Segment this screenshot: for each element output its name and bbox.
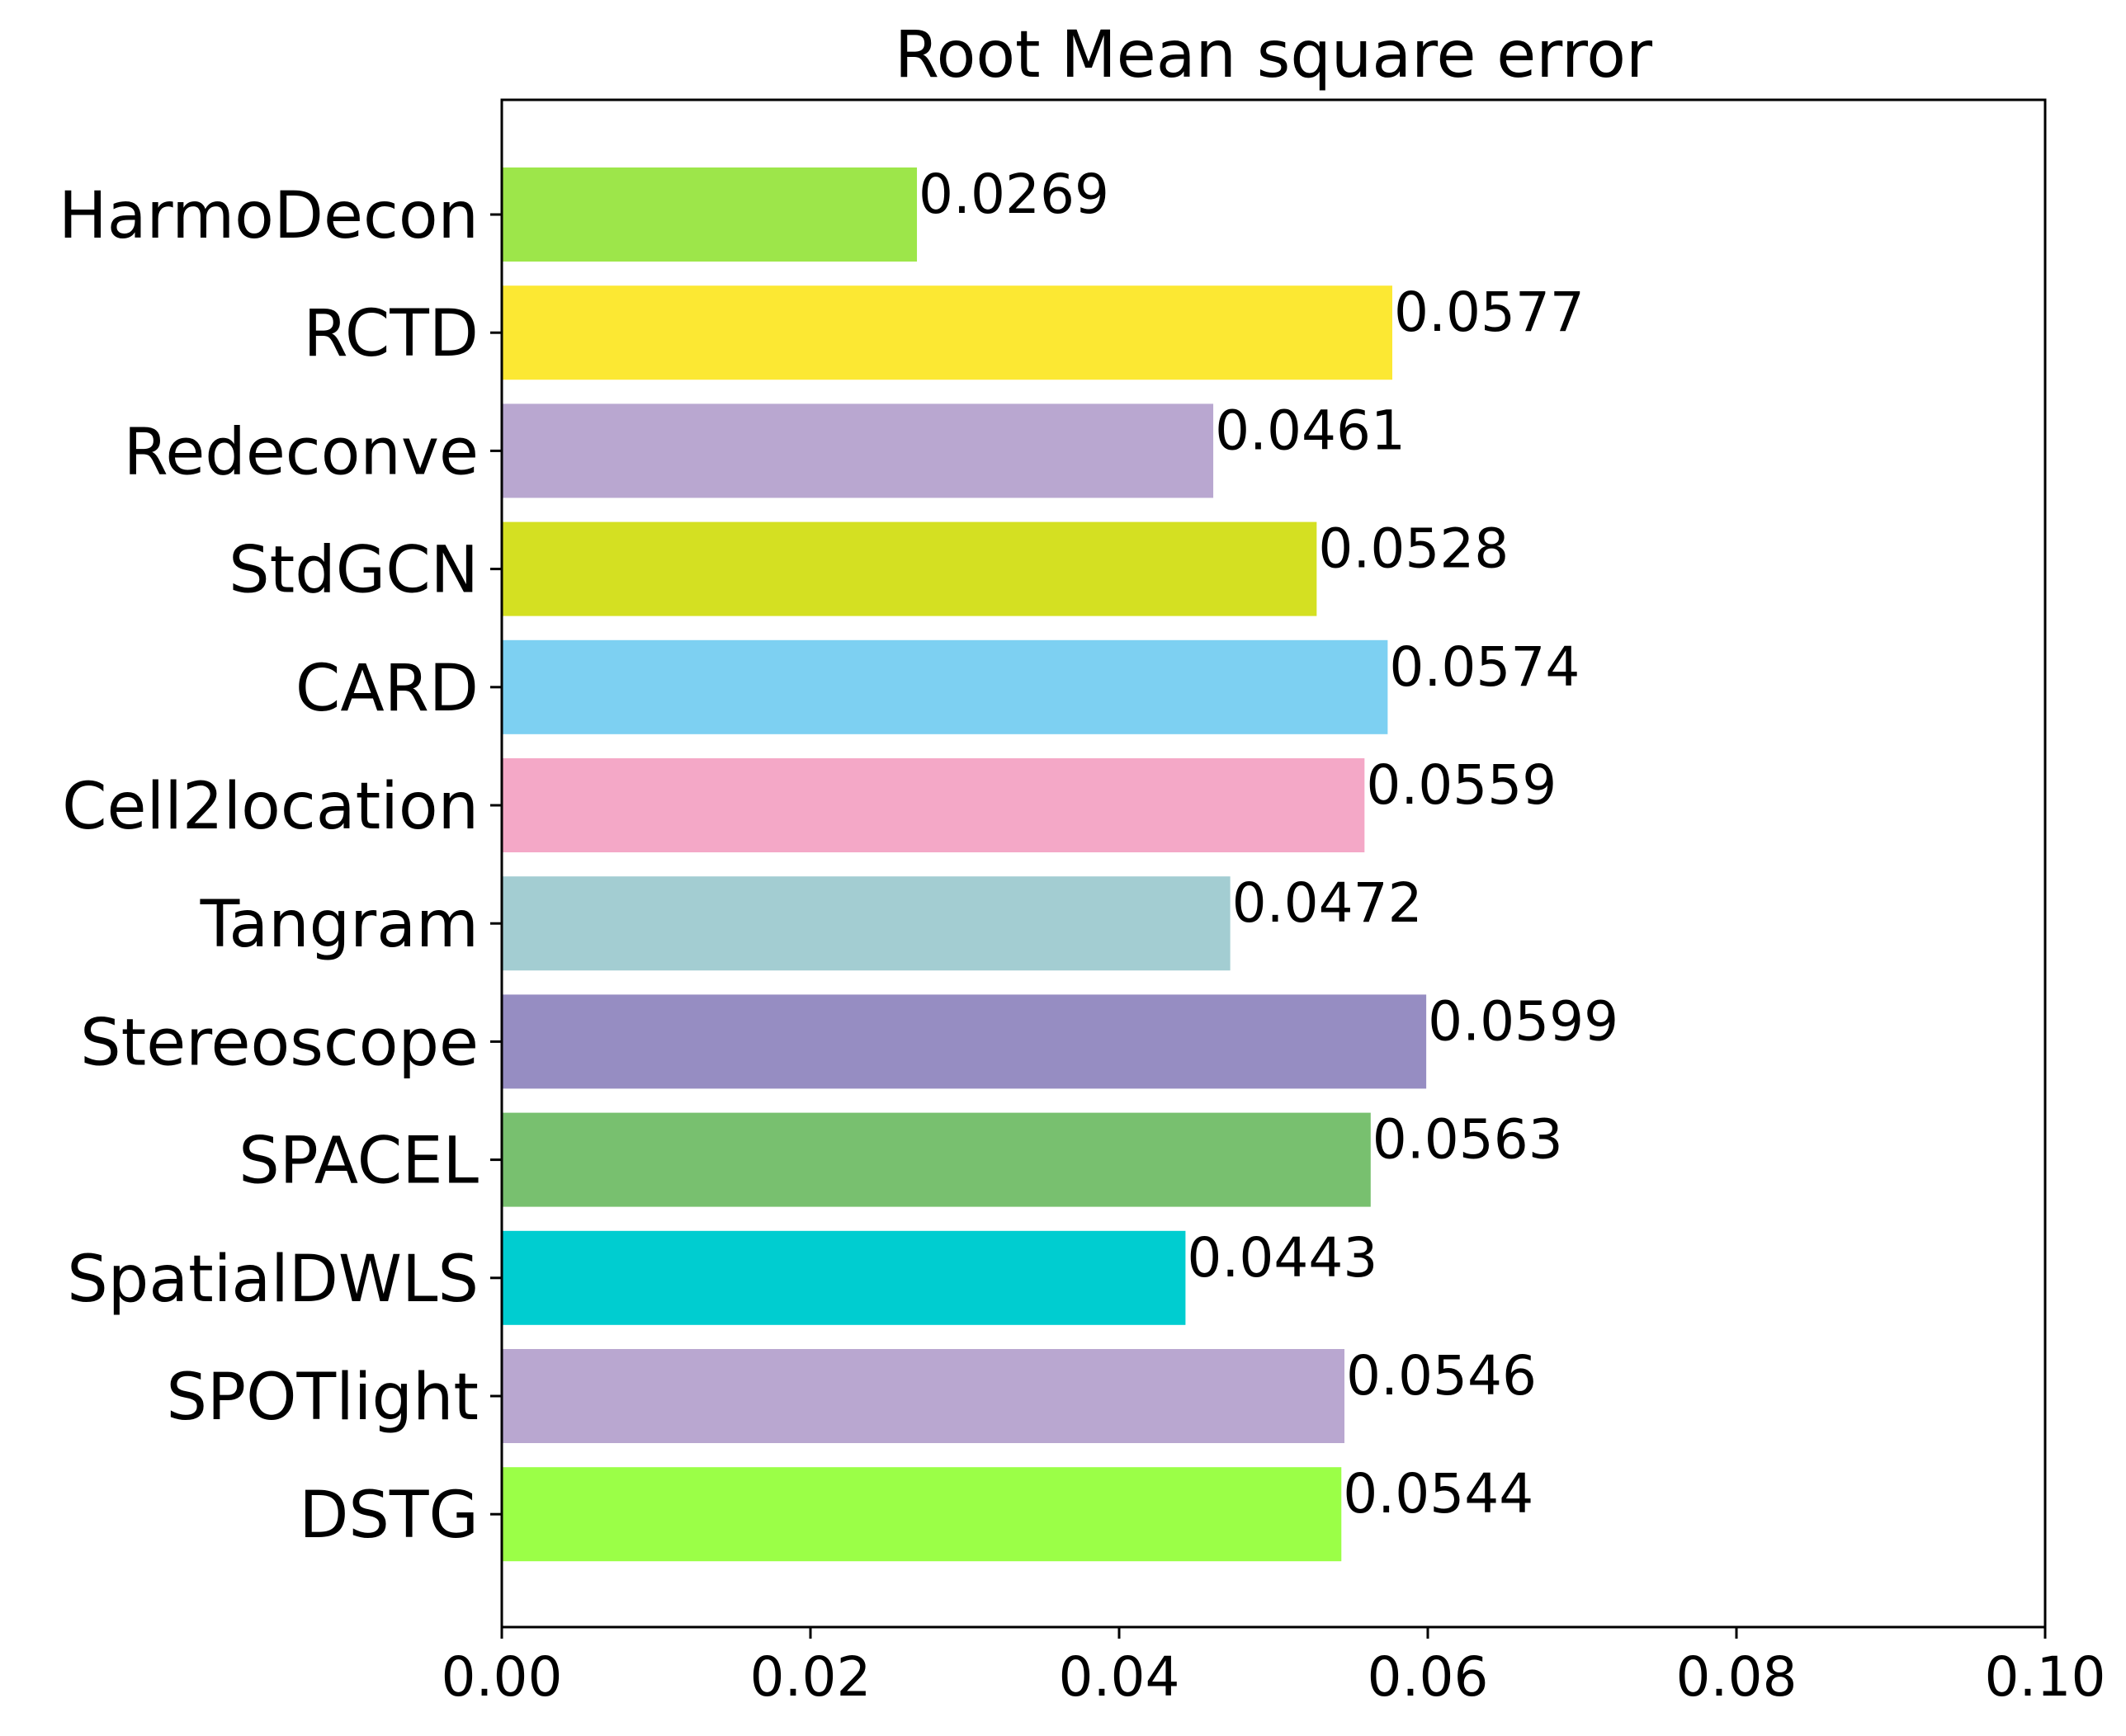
bars-layer: 0.0269 0.0577 0.0461 0.0528 0.0574 0.0559 0.04… xyxy=(502,163,1618,1562)
bar-stdgcn xyxy=(502,521,1317,616)
bar-harmodecon xyxy=(502,167,918,262)
bar-stereoscope xyxy=(502,994,1427,1089)
chart-title: Root Mean square error xyxy=(895,18,1653,92)
y-tick-label-spacel: SPACEL xyxy=(239,1125,479,1199)
bar-rctd xyxy=(502,285,1392,380)
value-label-dstg: 0.0544 xyxy=(1343,1462,1533,1526)
y-tick-label-tangram: Tangram xyxy=(200,888,479,962)
value-label-spacel: 0.0563 xyxy=(1372,1108,1563,1172)
value-label-rctd: 0.0577 xyxy=(1394,281,1585,344)
value-label-card: 0.0574 xyxy=(1389,635,1580,699)
x-axis: 0.00 0.02 0.04 0.06 0.08 0.10 xyxy=(442,1627,2106,1709)
value-label-harmodecon: 0.0269 xyxy=(919,163,1109,226)
value-label-spotlight: 0.0546 xyxy=(1346,1344,1537,1408)
bar-tangram xyxy=(502,876,1231,971)
bar-redeconve xyxy=(502,403,1214,498)
value-label-cell2location: 0.0559 xyxy=(1366,753,1557,817)
y-tick-label-spotlight: SPOTlight xyxy=(167,1361,479,1435)
y-tick-label-spatialdwls: SpatialDWLS xyxy=(67,1243,479,1317)
y-tick-label-stdgcn: StdGCN xyxy=(229,534,479,608)
x-tick-label: 0.10 xyxy=(1985,1645,2106,1709)
plot-frame xyxy=(500,98,2047,1629)
y-tick-label-redeconve: Redeconve xyxy=(124,415,479,489)
value-label-redeconve: 0.0461 xyxy=(1215,399,1406,462)
bar-spacel xyxy=(502,1112,1371,1207)
y-tick-label-stereoscope: Stereoscope xyxy=(80,1006,479,1080)
bar-cell2location xyxy=(502,758,1365,852)
bar-card xyxy=(502,639,1388,734)
y-tick-labels: HarmoDecon RCTD Redeconve StdGCN CARD Cell2lo… xyxy=(59,179,502,1553)
value-label-stereoscope: 0.0599 xyxy=(1428,989,1618,1053)
bar-spatialdwls xyxy=(502,1230,1186,1325)
bar-spotlight xyxy=(502,1349,1345,1443)
value-label-stdgcn: 0.0528 xyxy=(1318,517,1509,581)
x-tick-label: 0.00 xyxy=(442,1645,563,1709)
x-tick-label: 0.04 xyxy=(1059,1645,1180,1709)
y-tick-label-card: CARD xyxy=(295,652,479,726)
x-tick-label: 0.02 xyxy=(750,1645,872,1709)
y-tick-label-dstg: DSTG xyxy=(299,1479,479,1553)
y-tick-label-rctd: RCTD xyxy=(304,297,479,371)
value-label-tangram: 0.0472 xyxy=(1232,871,1423,935)
y-tick-label-cell2location: Cell2location xyxy=(62,770,479,844)
x-tick-label: 0.06 xyxy=(1368,1645,1489,1709)
bar-dstg xyxy=(502,1467,1342,1562)
x-tick-label: 0.08 xyxy=(1676,1645,1798,1709)
y-tick-label-harmodecon: HarmoDecon xyxy=(59,179,479,253)
value-label-spatialdwls: 0.0443 xyxy=(1187,1226,1377,1290)
